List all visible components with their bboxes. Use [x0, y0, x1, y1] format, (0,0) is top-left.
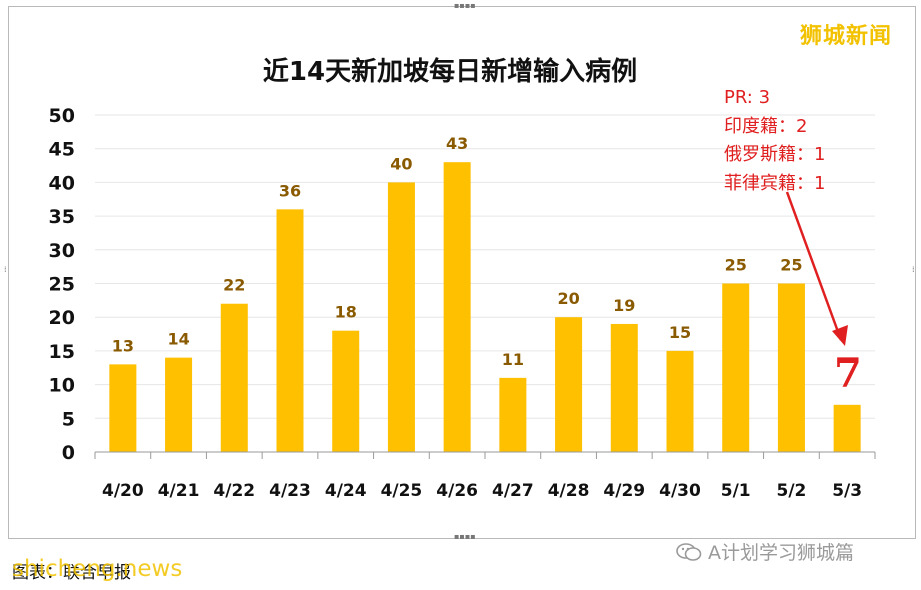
- data-label: 22: [223, 276, 245, 295]
- bar-5-1: [722, 283, 750, 452]
- bar-4-22: [220, 303, 248, 452]
- annotation-box: PR: 3 印度籍：2 俄罗斯籍：1 菲律宾籍：1: [724, 84, 825, 198]
- data-label: 15: [669, 323, 691, 342]
- x-tick-label: 4/24: [325, 481, 367, 501]
- bar-4-28: [555, 317, 583, 452]
- data-label: 19: [613, 296, 635, 315]
- x-tick-label: 4/26: [436, 481, 478, 501]
- bar-5-2: [777, 283, 805, 452]
- y-tick-label: 10: [49, 375, 75, 397]
- data-label: 11: [502, 350, 524, 369]
- bar-4-20: [109, 364, 137, 452]
- y-tick-label: 35: [49, 206, 75, 228]
- x-tick-label: 4/29: [603, 481, 645, 501]
- data-label: 43: [446, 134, 468, 153]
- resize-handle-bottom[interactable]: ▪▪▪▪: [454, 532, 476, 541]
- data-label: 40: [390, 154, 412, 173]
- data-label: 14: [167, 330, 189, 349]
- wechat-icon: [676, 542, 702, 561]
- bar-4-29: [610, 323, 638, 452]
- x-tick-label: 4/22: [213, 481, 255, 501]
- highlight-value: 7: [834, 350, 862, 397]
- x-tick-label: 4/20: [102, 481, 144, 501]
- brand-watermark: 狮城新闻: [800, 24, 893, 49]
- y-tick-label: 0: [62, 442, 75, 464]
- data-label: 20: [557, 289, 579, 308]
- annotation-line-pr: PR: 3: [724, 87, 771, 108]
- data-label: 25: [780, 256, 802, 275]
- annotation-arrowhead: [832, 325, 848, 346]
- bar-5-3: [833, 404, 861, 452]
- y-tick-label: 5: [62, 408, 75, 430]
- x-tick-label: 5/3: [832, 481, 862, 501]
- data-label: 25: [725, 256, 747, 275]
- annotation-line-india: 印度籍：2: [724, 115, 808, 137]
- y-tick-label: 50: [49, 105, 75, 127]
- bar-4-27: [499, 377, 527, 452]
- x-tick-label: 4/23: [269, 481, 311, 501]
- bar-4-25: [387, 182, 415, 452]
- x-tick-label: 5/2: [776, 481, 806, 501]
- data-label: 18: [335, 303, 357, 322]
- x-tick-label: 4/28: [548, 481, 590, 501]
- chart-title: 近14天新加坡每日新增输入病例: [263, 56, 637, 87]
- x-tick-label: 4/30: [659, 481, 701, 501]
- bar-4-21: [165, 357, 193, 452]
- x-tick-label: 4/21: [158, 481, 200, 501]
- resize-handle-right[interactable]: ⁞: [912, 265, 915, 274]
- annotation-arrow: [785, 191, 843, 341]
- bar-4-23: [276, 209, 304, 452]
- resize-handle-top[interactable]: ▪▪▪▪: [454, 1, 476, 10]
- bar-4-26: [443, 162, 471, 452]
- x-tick-label: 4/27: [492, 481, 534, 501]
- bar-4-30: [666, 350, 694, 452]
- y-tick-label: 15: [49, 341, 75, 363]
- x-tick-label: 5/1: [721, 481, 751, 501]
- y-tick-label: 25: [49, 274, 75, 296]
- wechat-watermark: A计划学习狮城篇: [676, 538, 854, 565]
- y-tick-label: 20: [49, 307, 75, 329]
- resize-handle-left[interactable]: ⁞: [4, 265, 7, 274]
- x-tick-label: 4/25: [381, 481, 423, 501]
- y-tick-label: 40: [49, 172, 75, 194]
- source-credit: 图表：联合早报: [12, 563, 131, 583]
- y-tick-label: 30: [49, 240, 75, 262]
- bar-4-24: [332, 330, 360, 452]
- data-label: 13: [112, 336, 134, 355]
- data-label: 36: [279, 181, 301, 200]
- annotation-line-russia: 俄罗斯籍：1: [724, 144, 826, 165]
- site-watermark: shicheng.news: [12, 556, 183, 582]
- annotation-line-philippines: 菲律宾籍：1: [724, 172, 826, 194]
- y-tick-label: 45: [49, 139, 75, 161]
- wechat-label: A计划学习狮城篇: [708, 542, 854, 564]
